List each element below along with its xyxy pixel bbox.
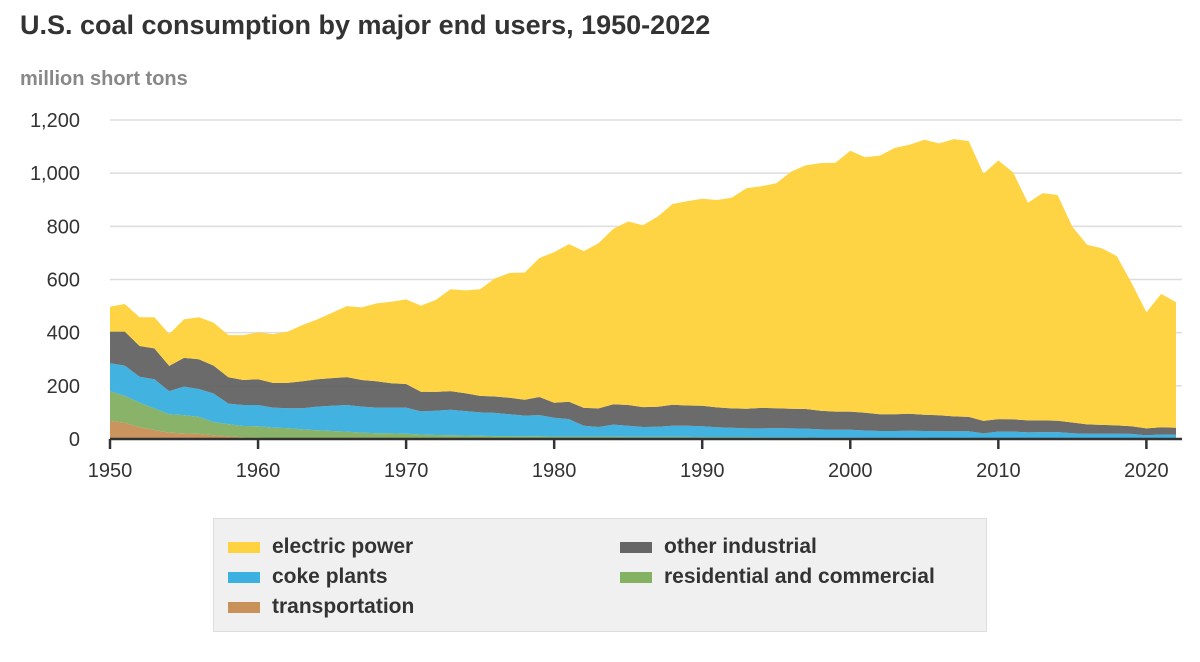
legend-label: transportation	[272, 595, 415, 618]
legend-swatch	[228, 571, 260, 583]
x-tick-label: 2000	[828, 460, 873, 482]
x-tick-label: 1960	[236, 460, 281, 482]
legend-swatch	[620, 541, 652, 553]
x-tick-label: 1950	[88, 460, 133, 482]
legend-swatch	[228, 601, 260, 613]
y-tick-label: 1,000	[30, 163, 80, 185]
legend-swatch	[228, 541, 260, 553]
y-axis-unit-label: million short tons	[20, 68, 188, 90]
legend-item-transportation[interactable]: transportation	[228, 595, 414, 619]
y-tick-label: 600	[47, 270, 80, 292]
axes: 0 200 400 600 800 1,000 1,200 1950 1960 1970 1980 1…	[30, 110, 1182, 482]
legend-item-coke-plants[interactable]: coke plants	[228, 565, 388, 589]
legend-label: electric power	[272, 535, 414, 558]
x-tick-label: 1970	[384, 460, 429, 482]
stacked-areas	[110, 139, 1176, 439]
legend-item-residential-commercial[interactable]: residential and commercial	[620, 565, 935, 589]
area-electric-power	[110, 139, 1176, 429]
area-residential-and-commercial	[110, 391, 1176, 439]
area-coke-plants	[110, 363, 1176, 439]
x-tick-label: 1990	[680, 460, 725, 482]
area-transportation	[110, 420, 1176, 439]
legend-item-other-industrial[interactable]: other industrial	[620, 535, 817, 559]
y-tick-label: 400	[47, 323, 80, 345]
chart-title: U.S. coal consumption by major end users…	[20, 10, 711, 40]
legend-swatch	[620, 571, 652, 583]
y-tick-label: 1,200	[30, 110, 80, 132]
y-tick-label: 200	[47, 376, 80, 398]
legend-label: other industrial	[664, 535, 817, 558]
legend: electric power other industrial coke pla…	[213, 518, 987, 632]
y-tick-label: 0	[69, 429, 80, 451]
area-other-industrial	[110, 331, 1176, 436]
legend-label: coke plants	[272, 565, 388, 588]
x-tick-label: 2020	[1124, 460, 1169, 482]
x-tick-label: 1980	[532, 460, 577, 482]
legend-label: residential and commercial	[664, 565, 935, 588]
legend-item-electric-power[interactable]: electric power	[228, 535, 413, 559]
x-tick-label: 2010	[976, 460, 1021, 482]
y-tick-label: 800	[47, 216, 80, 238]
